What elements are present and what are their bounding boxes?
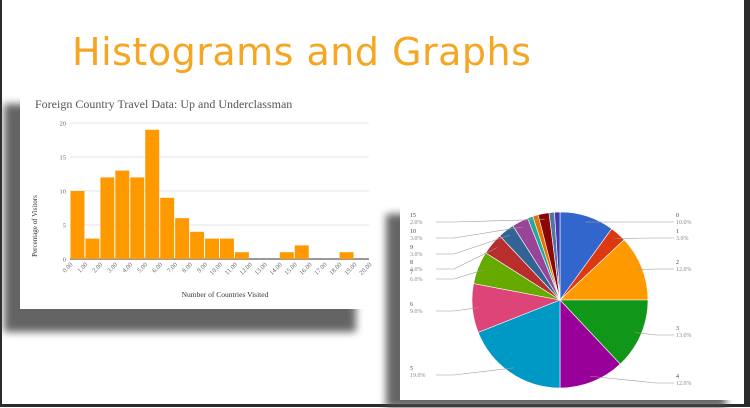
pie-label: 1 — [676, 229, 679, 235]
pie-percent-label: 12.0% — [676, 381, 692, 387]
histogram-xtick-label: 17.00 — [313, 261, 328, 276]
pie-leader-line — [436, 308, 478, 311]
pie-label: 2 — [676, 260, 679, 266]
pie-percent-label: 19.0% — [410, 373, 426, 379]
pie-percent-label: 3.0% — [410, 236, 423, 242]
histogram-xtick-label: 13.00 — [253, 261, 268, 276]
histogram-ytick-label: 15 — [60, 155, 67, 162]
histogram-xtick-label: 15.00 — [283, 261, 298, 276]
histogram-bar — [130, 177, 144, 259]
pie-label: 15 — [410, 213, 416, 219]
histogram-bar — [145, 130, 159, 259]
left-border — [0, 0, 2, 407]
pie-percent-label: 13.0% — [676, 333, 692, 339]
pie-percent-label: 2.0% — [410, 220, 423, 226]
pie-label: 0 — [676, 213, 679, 219]
pie-percent-label: 10.0% — [676, 220, 692, 226]
histogram-bar — [280, 252, 294, 259]
histogram-bar — [235, 252, 249, 259]
histogram-bar — [85, 239, 99, 259]
histogram-xtick-label: 14.00 — [268, 261, 283, 276]
right-border — [744, 0, 750, 407]
histogram-ytick-label: 10 — [60, 189, 67, 196]
pie-label: 3 — [676, 326, 679, 332]
histogram-xtick-label: 11.00 — [224, 261, 239, 276]
histogram-xlabel: Number of Countries Visited — [182, 290, 269, 299]
pie-label: 9 — [410, 245, 413, 251]
histogram-xtick-label: 2.00 — [91, 261, 104, 274]
histogram-xtick-label: 12.00 — [239, 261, 254, 276]
pie-label: 10 — [410, 229, 416, 235]
slide-title: Histograms and Graphs — [72, 30, 531, 74]
histogram-bar — [115, 171, 129, 259]
histogram-xtick-label: 3.00 — [106, 261, 119, 274]
histogram-bar — [205, 239, 219, 259]
pie-percent-label: 3.0% — [676, 236, 689, 242]
histogram-bar — [220, 239, 234, 259]
pie-label: 6 — [410, 302, 413, 308]
histogram-xtick-label: 16.00 — [298, 261, 313, 276]
histogram-bar — [160, 198, 174, 259]
pie-label: 4 — [676, 374, 679, 380]
histogram-chart: Foreign Country Travel Data: Up and Unde… — [20, 91, 375, 309]
pie-percent-label: 9.0% — [410, 309, 423, 315]
histogram-card: Foreign Country Travel Data: Up and Unde… — [20, 91, 375, 309]
histogram-xtick-label: 18.00 — [328, 261, 343, 276]
histogram-xtick-label: 19.00 — [343, 261, 358, 276]
histogram-xtick-label: 20.00 — [358, 261, 373, 276]
histogram-xtick-label: 6.00 — [151, 261, 164, 274]
histogram-bar — [340, 252, 354, 259]
pie-label: 5 — [410, 366, 413, 372]
pie-percent-label: 6.0% — [410, 277, 423, 283]
pie-percent-label: 12.0% — [676, 267, 692, 273]
pie-chart: 010.0%13.0%212.0%313.0%412.0%519.0%69.0%… — [400, 200, 735, 400]
pie-percent-label: 4.0% — [410, 267, 423, 273]
histogram-ylabel: Percentage of Visitors — [31, 195, 39, 257]
histogram-xtick-label: 4.00 — [121, 261, 134, 274]
pie-percent-label: 3.0% — [410, 252, 423, 258]
histogram-xtick-label: 10.00 — [209, 261, 224, 276]
histogram-bar — [190, 232, 204, 259]
histogram-xtick-label: 8.00 — [181, 261, 194, 274]
histogram-bar — [175, 218, 189, 259]
pie-leader-line — [590, 376, 674, 383]
histogram-bar — [71, 191, 85, 259]
histogram-ytick-label: 5 — [63, 223, 66, 230]
pie-label: 8 — [410, 260, 413, 266]
histogram-ytick-label: 20 — [60, 121, 67, 128]
histogram-bar — [100, 177, 114, 259]
histogram-xtick-label: 5.00 — [136, 261, 149, 274]
histogram-xtick-label: 9.00 — [196, 261, 209, 274]
pie-leader-line — [436, 368, 514, 375]
histogram-ytick-label: 0 — [63, 257, 66, 264]
histogram-xtick-label: 7.00 — [166, 261, 179, 274]
histogram-bar — [295, 245, 309, 259]
histogram-xtick-label: 1.00 — [76, 261, 89, 274]
histogram-title: Foreign Country Travel Data: Up and Unde… — [35, 97, 292, 111]
